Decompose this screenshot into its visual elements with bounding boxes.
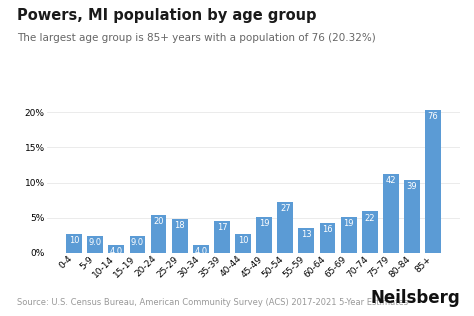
Text: 10: 10 — [69, 236, 79, 245]
Bar — [256, 217, 272, 253]
Text: 22: 22 — [365, 214, 375, 222]
Bar — [151, 215, 166, 253]
Bar — [66, 234, 82, 253]
Text: Powers, MI population by age group: Powers, MI population by age group — [17, 8, 316, 23]
Bar — [109, 245, 124, 253]
Text: 19: 19 — [259, 219, 269, 228]
Bar — [87, 236, 103, 253]
Text: 18: 18 — [174, 221, 185, 230]
Text: 39: 39 — [407, 182, 417, 191]
Bar — [172, 219, 188, 253]
Bar — [235, 234, 251, 253]
Text: 16: 16 — [322, 225, 333, 234]
Text: 10: 10 — [238, 236, 248, 245]
Text: Source: U.S. Census Bureau, American Community Survey (ACS) 2017-2021 5-Year Est: Source: U.S. Census Bureau, American Com… — [17, 298, 408, 307]
Text: 42: 42 — [386, 176, 396, 185]
Bar — [214, 221, 230, 253]
Text: 4.0: 4.0 — [110, 247, 123, 256]
Text: 9.0: 9.0 — [89, 238, 102, 247]
Text: 13: 13 — [301, 230, 312, 240]
Text: 27: 27 — [280, 204, 291, 213]
Text: Neilsberg: Neilsberg — [370, 289, 460, 307]
Bar — [193, 245, 209, 253]
Bar — [277, 202, 293, 253]
Bar — [299, 228, 314, 253]
Text: 20: 20 — [153, 217, 164, 226]
Bar — [404, 179, 420, 253]
Text: 19: 19 — [343, 219, 354, 228]
Text: The largest age group is 85+ years with a population of 76 (20.32%): The largest age group is 85+ years with … — [17, 33, 375, 43]
Text: 17: 17 — [217, 223, 227, 232]
Bar — [362, 211, 378, 253]
Bar — [319, 223, 336, 253]
Bar — [129, 236, 146, 253]
Text: 9.0: 9.0 — [131, 238, 144, 247]
Text: 76: 76 — [428, 112, 438, 121]
Bar — [383, 174, 399, 253]
Bar — [425, 110, 441, 253]
Bar — [341, 217, 356, 253]
Text: 4.0: 4.0 — [194, 247, 207, 256]
